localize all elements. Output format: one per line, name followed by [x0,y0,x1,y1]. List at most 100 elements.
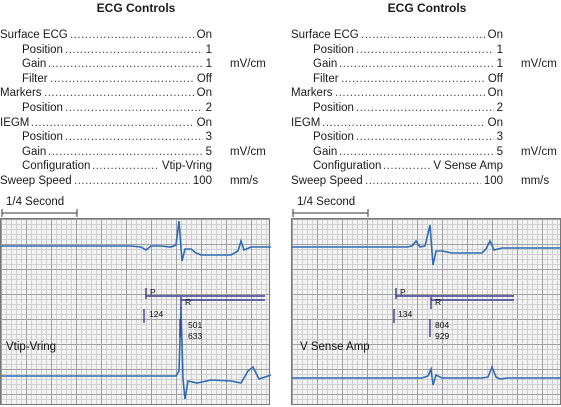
interval-r2-value: 633 [188,331,203,341]
interval-p-value: 134 [398,309,413,319]
control-label: Position [313,102,354,114]
control-value: Off [194,71,212,87]
control-label: Filter [313,72,339,85]
ecg-panel-right: ECG Controls Surface ECG................… [291,0,561,407]
control-value: 3 [494,130,503,146]
ecg-strip: P R 134 804 929 V Sense Amp [291,218,561,405]
control-row: Sweep Speed.............................… [0,174,258,189]
surface-ecg-trace [1,220,271,262]
control-row: Gain....................................… [291,57,557,73]
control-row: Configuration...........................… [0,159,212,175]
control-row: Position................................… [0,42,212,58]
control-label: Position [22,43,63,56]
surface-ecg-trace [292,224,561,266]
control-row: Position................................… [291,101,503,116]
leader-dots: ........................................… [356,131,494,144]
leader-dots: ........................................… [356,102,494,114]
control-value: On [485,115,503,131]
marker-p-label: P [400,287,406,297]
control-unit: mV/cm [521,145,557,158]
control-row: Gain....................................… [0,144,266,160]
leader-dots: ........................................… [74,175,190,187]
control-value: V Sense Amp [431,159,503,175]
leader-dots: ........................................… [339,58,494,71]
leader-dots: ........................................… [44,87,194,100]
control-value: 2 [203,101,212,116]
control-label: Gain [313,58,338,71]
control-label: Position [313,43,354,56]
trace-config-label: Vtip-Vring [6,341,57,353]
control-unit: mV/cm [230,58,266,71]
control-label: IEGM [291,116,321,129]
control-value: Off [485,71,503,87]
ecg-panel-left: ECG Controls Surface ECG................… [0,0,271,407]
control-label: Gain [22,58,47,71]
leader-dots: ........................................… [92,160,159,173]
control-row: Markers.................................… [0,86,212,102]
control-value: On [194,28,212,43]
leader-dots: ........................................… [48,58,203,71]
control-value: 3 [203,130,212,146]
control-row: Gain....................................… [0,57,266,73]
leader-dots: ........................................… [65,131,203,144]
control-row: Sweep Speed.............................… [291,174,549,189]
leader-dots: ........................................… [365,175,481,187]
time-scale-bar [292,209,369,217]
control-label: Position [313,131,354,144]
control-label: Markers [0,87,42,100]
controls-title: ECG Controls [387,1,467,15]
time-scale-bar [1,209,78,217]
interval-p-value: 124 [149,309,164,319]
marker-p-label: P [150,287,156,297]
leader-dots: ........................................… [65,43,203,56]
leader-dots: ........................................… [322,116,485,129]
control-row: IEGM....................................… [291,115,503,131]
control-row: Filter..................................… [0,71,212,87]
control-value: 100 [481,174,503,189]
control-unit: mV/cm [521,58,557,71]
control-row: Surface ECG.............................… [0,28,212,43]
control-row: Configuration...........................… [291,159,503,175]
control-label: Gain [22,145,47,158]
control-label: Gain [313,145,338,158]
time-scale-label: 1/4 Second [6,196,65,208]
leader-dots: ........................................… [339,145,494,158]
control-label: Surface ECG [291,29,359,41]
ecg-traces [292,224,561,386]
time-scale-label: 1/4 Second [297,196,356,208]
interval-r2-value: 929 [435,331,450,341]
leader-dots: ........................................… [335,87,485,100]
control-label: Surface ECG [0,29,68,41]
leader-dots: ........................................… [361,29,485,41]
control-row: Position................................… [0,130,212,146]
interval-r1-value: 804 [435,320,450,330]
control-value: On [194,86,212,102]
control-row: IEGM....................................… [0,115,212,131]
control-label: Configuration [313,160,382,173]
control-label: Position [22,102,63,114]
leader-dots: ........................................… [383,160,430,173]
ecg-strip: P R 124 501 633 Vtip-Vring [0,218,271,405]
leader-dots: ........................................… [50,72,194,85]
control-label: Sweep Speed [291,175,363,187]
control-value: 1 [203,57,212,73]
control-row: Gain....................................… [291,144,557,160]
leader-dots: ........................................… [65,102,203,114]
control-row: Filter..................................… [291,71,503,87]
control-row: Markers.................................… [291,86,503,102]
control-value: 1 [494,57,503,73]
control-row: Position................................… [291,130,503,146]
iegm-trace [292,364,561,386]
control-label: IEGM [0,116,30,129]
control-row: Position................................… [0,101,212,116]
ecg-traces [1,220,271,400]
control-unit: mV/cm [230,145,266,158]
control-label: Markers [291,87,333,100]
iegm-trace [1,306,271,400]
leader-dots: ........................................… [31,116,194,129]
control-row: Position................................… [291,42,503,58]
control-label: Configuration [22,160,91,173]
leader-dots: ........................................… [70,29,194,41]
interval-r1-value: 501 [188,320,203,330]
control-value: 1 [494,42,503,58]
